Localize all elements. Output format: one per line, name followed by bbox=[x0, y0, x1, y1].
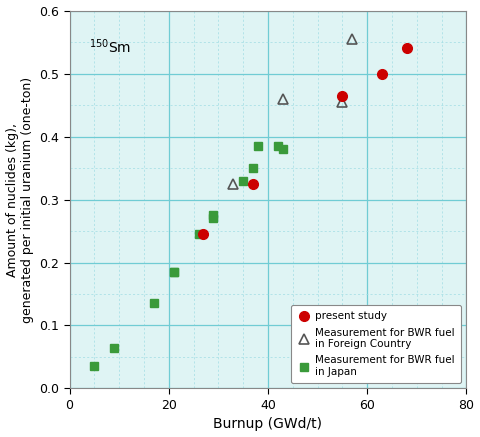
Y-axis label: Amount of nuclides (kg),
generated per initial uranium (one-ton): Amount of nuclides (kg), generated per i… bbox=[6, 76, 34, 323]
Text: $^{150}$Sm: $^{150}$Sm bbox=[89, 37, 132, 55]
Legend: present study, Measurement for BWR fuel
in Foreign Country, Measurement for BWR : present study, Measurement for BWR fuel … bbox=[291, 305, 461, 383]
X-axis label: Burnup (GWd/t): Burnup (GWd/t) bbox=[214, 417, 323, 431]
